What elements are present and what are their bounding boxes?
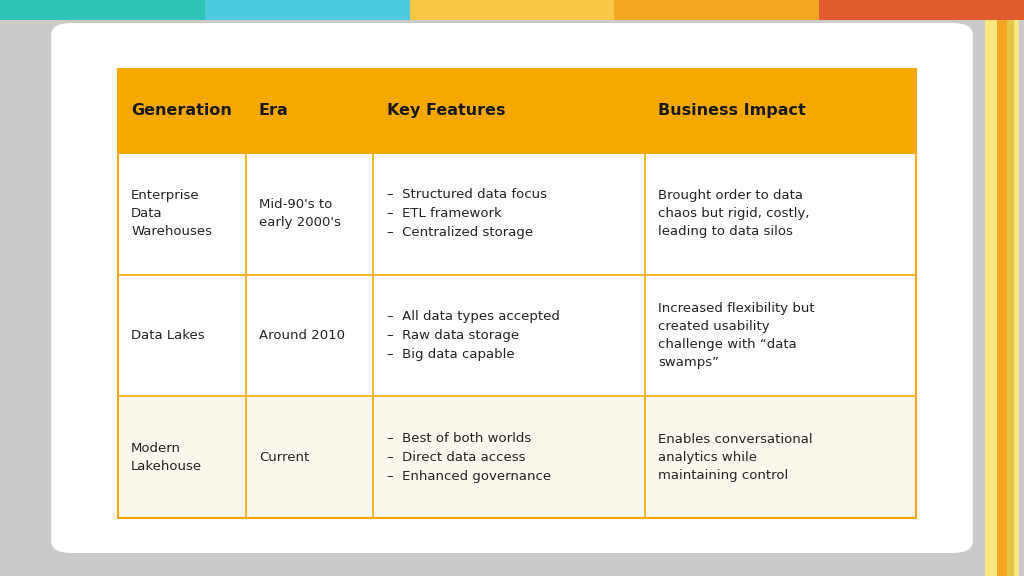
FancyBboxPatch shape [51, 23, 973, 553]
Bar [118, 69, 916, 518]
Text: Era: Era [259, 103, 289, 119]
Bar [0, 0, 205, 20]
Bar [410, 0, 614, 20]
Text: Around 2010: Around 2010 [259, 329, 345, 342]
Text: Enterprise
Data
Warehouses: Enterprise Data Warehouses [131, 189, 212, 238]
Text: –  Best of both worlds
–  Direct data access
–  Enhanced governance: – Best of both worlds – Direct data acce… [387, 432, 551, 483]
Bar [1007, 20, 1014, 576]
Bar [1014, 20, 1019, 576]
Text: –  Structured data focus
–  ETL framework
–  Centralized storage: – Structured data focus – ETL framework … [387, 188, 547, 239]
Text: Brought order to data
chaos but rigid, costly,
leading to data silos: Brought order to data chaos but rigid, c… [658, 189, 810, 238]
Text: Enables conversational
analytics while
maintaining control: Enables conversational analytics while m… [658, 433, 813, 482]
Bar [118, 396, 916, 518]
Bar [985, 20, 997, 576]
Text: Business Impact: Business Impact [658, 103, 806, 119]
Bar [118, 69, 916, 153]
Bar [997, 20, 1007, 576]
Bar [118, 275, 916, 396]
Text: Increased flexibility but
created usability
challenge with “data
swamps”: Increased flexibility but created usabil… [658, 302, 815, 369]
Bar [614, 0, 819, 20]
Text: Mid-90's to
early 2000's: Mid-90's to early 2000's [259, 198, 341, 229]
Text: Key Features: Key Features [387, 103, 505, 119]
Bar [205, 0, 410, 20]
Text: Current: Current [259, 451, 309, 464]
Text: Modern
Lakehouse: Modern Lakehouse [131, 442, 202, 473]
Bar [118, 153, 916, 275]
Text: –  All data types accepted
–  Raw data storage
–  Big data capable: – All data types accepted – Raw data sto… [387, 310, 559, 361]
Text: Generation: Generation [131, 103, 232, 119]
Text: Data Lakes: Data Lakes [131, 329, 205, 342]
Bar [819, 0, 1024, 20]
